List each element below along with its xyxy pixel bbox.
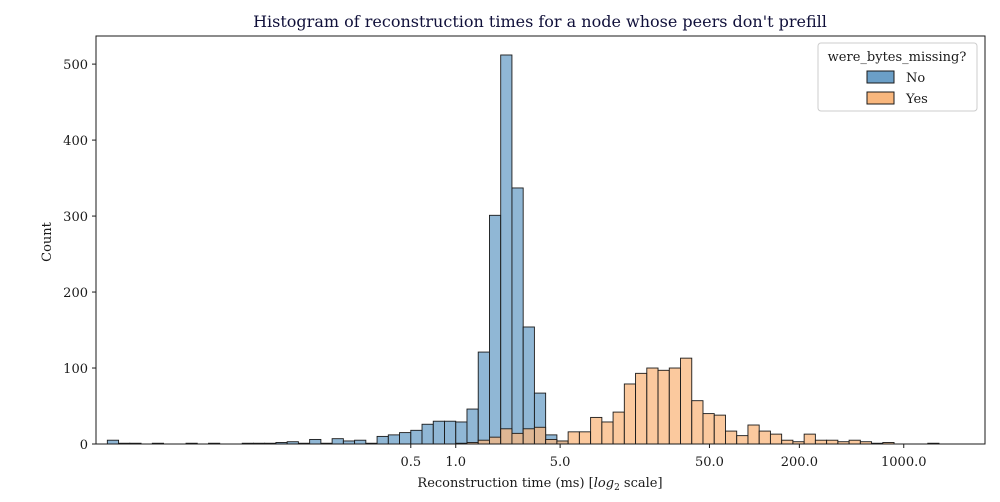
bar-yes xyxy=(623,383,637,445)
bar-yes xyxy=(567,431,580,445)
legend-swatch-yes xyxy=(866,91,895,105)
bar-no xyxy=(500,54,513,445)
bar-no xyxy=(421,423,434,445)
y-tick-label: 200 xyxy=(63,286,88,301)
bar-yes xyxy=(848,439,861,445)
y-tick-label: 100 xyxy=(63,362,88,377)
bar-yes xyxy=(477,439,490,445)
bar-yes xyxy=(725,430,738,445)
bar-no xyxy=(354,439,367,445)
y-tick-label: 400 xyxy=(63,134,88,149)
bar-yes xyxy=(736,435,749,445)
x-axis-ticks: 0.5 1.0 5.0 50.0 200.0 1000.0 xyxy=(400,444,927,470)
y-tick-label: 300 xyxy=(63,210,88,225)
legend-box xyxy=(817,42,978,112)
bar-yes xyxy=(545,438,558,445)
y-tick-label: 0 xyxy=(80,438,88,453)
bar-yes xyxy=(500,428,513,445)
chart-title: Histogram of reconstruction times for a … xyxy=(253,12,827,31)
x-axis-label-suffix: scale] xyxy=(620,476,663,491)
legend-label-yes: Yes xyxy=(905,92,928,107)
x-axis-label-subscript: 2 xyxy=(614,483,620,493)
x-tick-label: 1000.0 xyxy=(881,455,927,470)
x-axis-label-log: log xyxy=(594,476,614,491)
x-tick-label: 200.0 xyxy=(781,455,818,470)
x-axis-label-prefix: Reconstruction time (ms) [ xyxy=(417,476,593,491)
bar-yes xyxy=(635,372,648,445)
y-axis-ticks: 0 100 200 300 400 500 xyxy=(63,58,96,453)
legend-title: were_bytes_missing? xyxy=(828,50,967,65)
bar-yes xyxy=(814,439,828,445)
bar-yes xyxy=(612,411,625,445)
bar-no xyxy=(376,435,389,445)
bar-yes xyxy=(702,413,715,445)
bar-yes xyxy=(657,369,670,445)
x-axis-label: Reconstruction time (ms) [log2 scale] xyxy=(417,476,662,493)
legend: were_bytes_missing? No Yes xyxy=(817,42,978,112)
bar-no xyxy=(511,187,524,445)
bar-no xyxy=(387,434,400,445)
bar-yes xyxy=(578,431,592,445)
bar-yes xyxy=(489,436,502,445)
bar-yes xyxy=(680,357,693,445)
bar-no xyxy=(489,214,502,445)
bar-yes xyxy=(601,421,614,445)
bar-yes xyxy=(769,433,783,445)
bar-yes xyxy=(803,433,816,445)
series-yes-bars xyxy=(455,357,895,445)
bar-no xyxy=(455,421,468,445)
bar-no xyxy=(466,408,479,445)
plot-frame xyxy=(95,35,986,445)
bar-yes xyxy=(646,367,659,445)
bar-yes xyxy=(758,430,771,445)
x-tick-label: 1.0 xyxy=(445,455,466,470)
bar-yes xyxy=(781,439,794,445)
legend-swatch-no xyxy=(866,70,895,84)
bar-yes xyxy=(533,426,547,445)
bar-no xyxy=(444,420,457,445)
bar-no xyxy=(331,438,344,445)
x-tick-label: 0.5 xyxy=(400,455,421,470)
bar-yes xyxy=(747,424,760,445)
bar-no xyxy=(106,439,120,445)
y-axis-label: Count xyxy=(40,221,55,262)
series-no-bars xyxy=(106,54,940,445)
bar-yes xyxy=(713,414,726,445)
legend-label-no: No xyxy=(906,71,925,86)
bar-no xyxy=(477,351,490,445)
bar-no xyxy=(522,326,535,445)
bar-yes xyxy=(826,439,839,445)
x-tick-label: 5.0 xyxy=(550,455,571,470)
y-tick-label: 500 xyxy=(63,58,88,73)
bar-no xyxy=(309,438,322,445)
x-tick-label: 50.0 xyxy=(695,455,724,470)
bar-yes xyxy=(668,367,681,445)
bar-yes xyxy=(511,432,524,445)
bar-no xyxy=(432,420,445,445)
bar-yes xyxy=(590,416,603,445)
bar-no xyxy=(410,429,423,445)
bar-yes xyxy=(522,428,535,445)
bar-no xyxy=(399,432,412,445)
bar-yes xyxy=(691,400,704,445)
